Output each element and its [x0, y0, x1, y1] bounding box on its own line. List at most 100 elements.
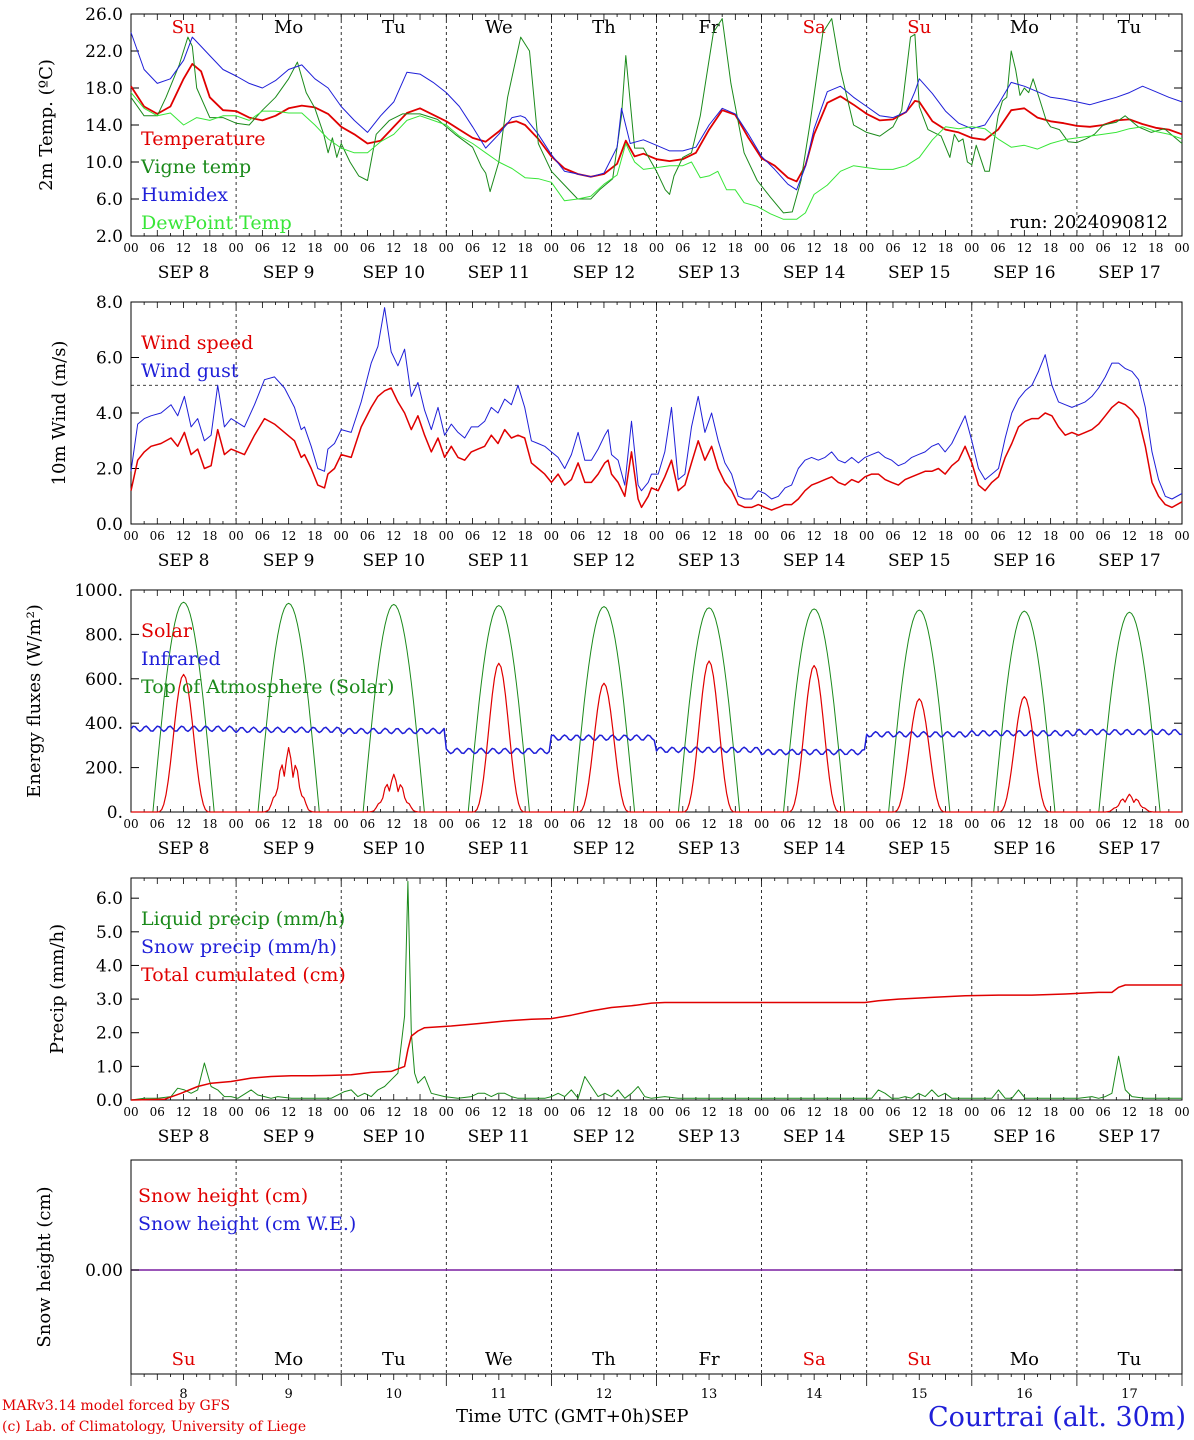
y-tick-label: 10.0	[85, 153, 123, 173]
hour-tick-label: 00	[334, 1105, 349, 1119]
date-label: SEP 8	[158, 839, 210, 859]
hour-tick-label: 18	[1043, 1105, 1058, 1119]
hour-tick-label: 12	[1017, 529, 1032, 543]
hour-tick-label: 12	[596, 529, 611, 543]
snow-legend-snow-height-cm-: Snow height (cm)	[138, 1185, 308, 1207]
hour-tick-label: 06	[1096, 529, 1111, 543]
hour-tick-label: 00	[859, 529, 874, 543]
date-label: SEP 16	[993, 1127, 1056, 1147]
date-label: SEP 16	[993, 263, 1056, 283]
hour-tick-label: 18	[517, 1105, 532, 1119]
hour-tick-label: 18	[833, 529, 848, 543]
y-tick-label: 1000.	[74, 581, 123, 601]
bottom-day-number: 10	[385, 1387, 402, 1402]
station-title: Courtrai (alt. 30m)	[927, 1402, 1186, 1433]
date-label: SEP 17	[1098, 839, 1161, 859]
hour-tick-label: 00	[123, 529, 138, 543]
date-label: SEP 15	[888, 839, 951, 859]
weekday-label: Th	[592, 17, 616, 38]
y-tick-label: 22.0	[85, 42, 123, 62]
hour-tick-label: 00	[439, 817, 454, 831]
time-axis-text: Time UTC (GMT+0h)	[456, 1406, 651, 1427]
hour-tick-label: 12	[912, 529, 927, 543]
hour-tick-label: 00	[439, 241, 454, 255]
hour-tick-label: 18	[517, 817, 532, 831]
infrared-line	[130, 725, 1183, 756]
wind-legend-wind-gust: Wind gust	[141, 360, 239, 382]
date-label: SEP 14	[783, 551, 846, 571]
hour-tick-label: 00	[228, 241, 243, 255]
temp-series-line	[130, 32, 1183, 191]
precip-legend-total-cumulated-cm-: Total cumulated (cm)	[141, 964, 346, 986]
temp-legend-vigne-temp: Vigne temp	[140, 156, 251, 178]
date-label: SEP 11	[468, 551, 531, 571]
date-label: SEP 8	[158, 1127, 210, 1147]
hour-tick-label: 06	[990, 241, 1005, 255]
hour-tick-label: 06	[360, 1105, 375, 1119]
hour-tick-label: 00	[1069, 529, 1084, 543]
hour-tick-label: 00	[754, 817, 769, 831]
y-tick-label: 2.0	[96, 460, 123, 480]
hour-tick-label: 12	[491, 241, 506, 255]
weekday-label: Mo	[274, 1349, 303, 1370]
hour-tick-label: 18	[307, 817, 322, 831]
hour-tick-label: 18	[623, 817, 638, 831]
weekday-label: Th	[592, 1349, 616, 1370]
copyright-credit: (c) Lab. of Climatology, University of L…	[2, 1419, 307, 1435]
bottom-day-number: 11	[491, 1387, 508, 1402]
date-label: SEP 13	[678, 263, 741, 283]
date-label: SEP 11	[468, 839, 531, 859]
date-label: SEP 16	[993, 839, 1056, 859]
hour-tick-label: 12	[281, 241, 296, 255]
hour-tick-label: 06	[990, 1105, 1005, 1119]
weekday-label: Mo	[274, 17, 303, 38]
date-label: SEP 17	[1098, 551, 1161, 571]
date-label: SEP 16	[993, 551, 1056, 571]
weekday-label: Tu	[1118, 1349, 1142, 1370]
y-tick-label: 0.0	[96, 515, 123, 535]
hour-tick-label: 18	[517, 241, 532, 255]
hour-tick-label: 06	[570, 241, 585, 255]
hour-tick-label: 00	[859, 817, 874, 831]
y-tick-label: 8.0	[96, 293, 123, 313]
time-axis-label: Time UTC (GMT+0h)SEP	[456, 1406, 688, 1427]
date-label: SEP 9	[263, 263, 315, 283]
hour-tick-label: 06	[1096, 1105, 1111, 1119]
hour-tick-label: 18	[1148, 241, 1163, 255]
hour-tick-label: 00	[649, 1105, 664, 1119]
y-tick-label: 0.0	[96, 1091, 123, 1111]
weekday-label: Tu	[1118, 17, 1142, 38]
snow-legend-snow-height-cm-w-e-: Snow height (cm W.E.)	[138, 1213, 356, 1235]
y-tick-label: 4.0	[96, 956, 123, 976]
hour-tick-label: 18	[307, 1105, 322, 1119]
wind-series-line	[130, 307, 1183, 500]
precip-legend-snow-precip-mm-h-: Snow precip (mm/h)	[141, 936, 337, 958]
precip-series-line	[130, 984, 1182, 1101]
weekday-label: Su	[907, 1349, 931, 1370]
hour-tick-label: 12	[386, 1105, 401, 1119]
date-label: SEP 12	[573, 1127, 636, 1147]
temp-legend-dewpoint-temp: DewPoint Temp	[141, 212, 292, 234]
hour-tick-label: 12	[912, 241, 927, 255]
date-label: SEP 13	[678, 1127, 741, 1147]
hour-tick-label: 12	[1017, 817, 1032, 831]
date-label: SEP 17	[1098, 263, 1161, 283]
hour-tick-label: 06	[1096, 241, 1111, 255]
hour-tick-label: 12	[491, 529, 506, 543]
hour-tick-label: 18	[202, 1105, 217, 1119]
date-label: SEP 14	[783, 263, 846, 283]
date-label: SEP 8	[158, 263, 210, 283]
hour-tick-label: 12	[176, 1105, 191, 1119]
hour-tick-label: 12	[176, 529, 191, 543]
hour-tick-label: 18	[1043, 241, 1058, 255]
bottom-day-number: 16	[1016, 1387, 1033, 1402]
date-label: SEP 14	[783, 1127, 846, 1147]
date-label: SEP 13	[678, 551, 741, 571]
hour-tick-label: 06	[885, 529, 900, 543]
y-tick-label: 2.0	[96, 1024, 123, 1044]
run-annotation: run: 2024090812	[1010, 212, 1168, 233]
hour-tick-label: 06	[570, 817, 585, 831]
hour-tick-label: 00	[1069, 241, 1084, 255]
model-credit: MARv3.14 model forced by GFS	[2, 1398, 231, 1414]
